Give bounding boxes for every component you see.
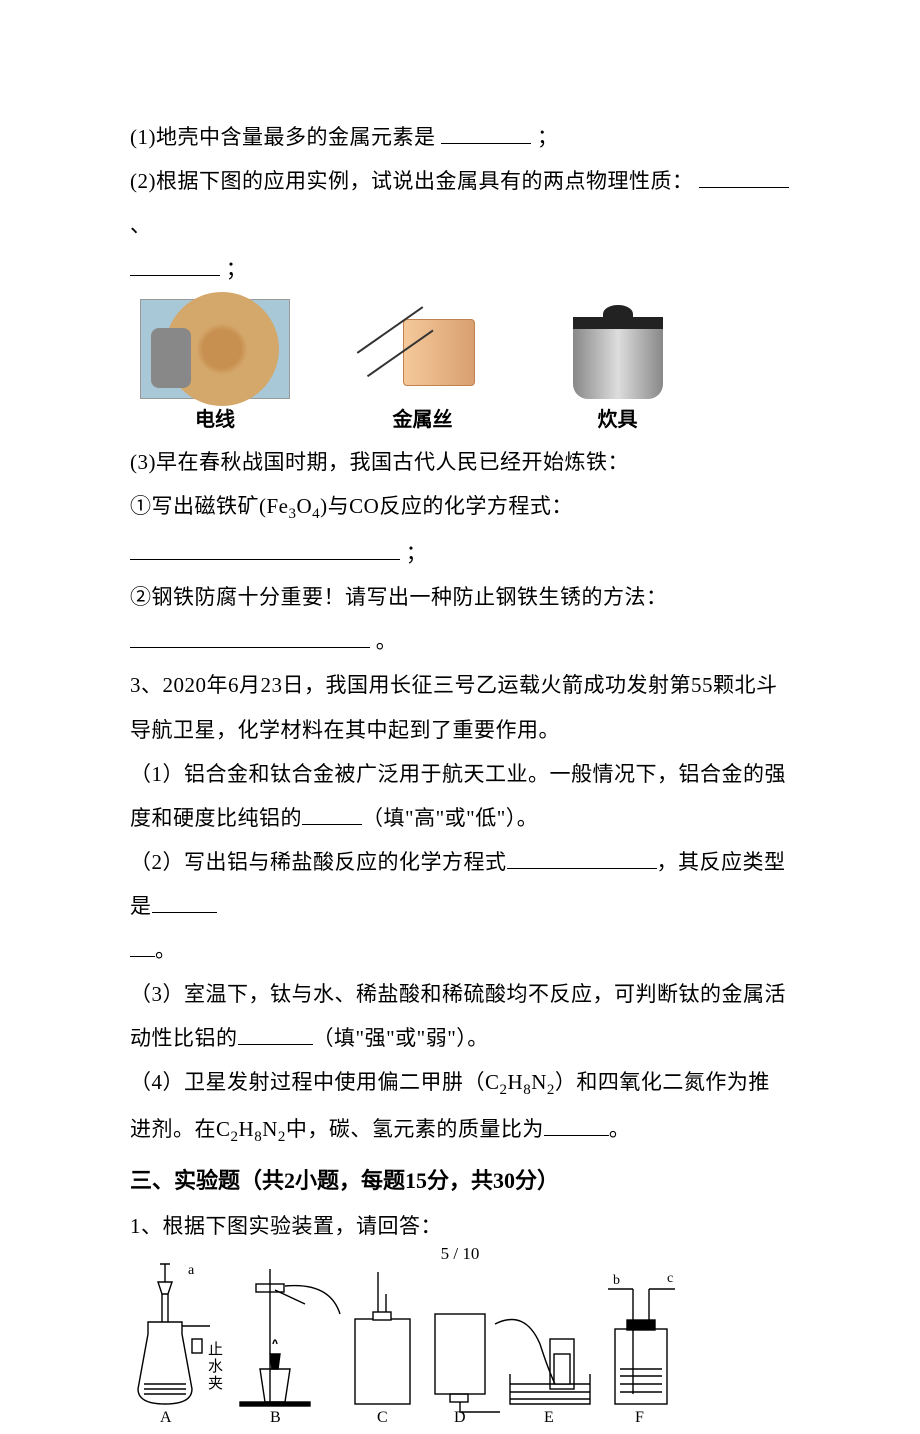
q3-intro: 3、2020年6月23日，我国用长征三号乙运载火箭成功发射第55颗北斗导航卫星，… [130, 663, 790, 751]
text: N [262, 1117, 278, 1141]
text: ①写出磁铁矿(Fe [130, 494, 289, 518]
text: O [297, 494, 313, 518]
text: ； [531, 125, 558, 149]
image-wire [140, 299, 290, 399]
text: 。 [155, 938, 177, 962]
q2-part2b: ； [130, 247, 790, 291]
image-row [130, 299, 790, 399]
apparatus-diagram: a 止 水 夹 A B C D E [130, 1254, 690, 1429]
q3-s2: （2）写出铝与稀盐酸反应的化学方程式，其反应类型是。 [130, 840, 790, 972]
sub: 8 [523, 1082, 531, 1098]
text: )与CO反应的化学方程式： [320, 494, 573, 518]
svg-text:b: b [613, 1273, 620, 1288]
text: （2）写出铝与稀盐酸反应的化学方程式 [130, 850, 507, 874]
text: H [239, 1117, 255, 1141]
caption-thread: 金属丝 [350, 403, 495, 432]
svg-text:c: c [667, 1271, 673, 1286]
svg-text:止: 止 [208, 1341, 223, 1358]
q3-s3: （3）室温下，钛与水、稀盐酸和稀硫酸均不反应，可判断钛的金属活动性比铝的（填"强… [130, 972, 790, 1060]
q2-part1: (1)地壳中含量最多的金属元素是 ； [130, 115, 790, 159]
text: 中，碳、氢元素的质量比为 [286, 1117, 544, 1141]
q2-part2: (2)根据下图的应用实例，试说出金属具有的两点物理性质： 、 [130, 159, 790, 247]
text: （4）卫星发射过程中使用偏二甲肼（C [130, 1070, 500, 1094]
sub: 2 [231, 1129, 239, 1145]
text: 、 [130, 213, 152, 237]
q2-part3-eq: ①写出磁铁矿(Fe3O4)与CO反应的化学方程式： ； [130, 484, 790, 575]
q2-part3-rust-blank: 。 [130, 619, 790, 663]
svg-text:夹: 夹 [208, 1375, 223, 1392]
sub: 2 [278, 1129, 286, 1145]
page-footer: 5 / 10 [0, 1244, 920, 1264]
q3-s4: （4）卫星发射过程中使用偏二甲肼（C2H8N2）和四氧化二氮作为推进剂。在C2H… [130, 1060, 790, 1153]
svg-text:D: D [454, 1409, 466, 1426]
text: （填"高"或"低"）。 [362, 806, 538, 830]
svg-text:E: E [544, 1409, 554, 1426]
image-metal-thread [350, 299, 495, 399]
blank [130, 627, 370, 648]
blank [152, 892, 217, 913]
svg-text:C: C [377, 1409, 388, 1426]
text: ； [220, 257, 247, 281]
section-3-heading: 三、实验题（共2小题，每题15分，共30分） [130, 1158, 790, 1204]
blank [238, 1024, 313, 1045]
text: (1)地壳中含量最多的金属元素是 [130, 125, 441, 149]
blank [130, 936, 155, 957]
svg-text:水: 水 [208, 1358, 223, 1375]
text: 。 [370, 629, 397, 653]
exp-q1: 1、根据下图实验装置，请回答： [130, 1204, 790, 1248]
blank [302, 804, 362, 825]
svg-text:A: A [160, 1409, 172, 1426]
q3-s1: （1）铝合金和钛合金被广泛用于航天工业。一般情况下，铝合金的强度和硬度比纯铝的（… [130, 752, 790, 840]
blank [441, 123, 531, 144]
caption-row: 电线 金属丝 炊具 [130, 403, 790, 432]
text: H [508, 1070, 524, 1094]
text: N [531, 1070, 547, 1094]
text: (2)根据下图的应用实例，试说出金属具有的两点物理性质： [130, 169, 699, 193]
blank [699, 167, 789, 188]
q2-part3-intro: (3)早在春秋战国时期，我国古代人民已经开始炼铁： [130, 440, 790, 484]
q2-part3-rust: ②钢铁防腐十分重要！请写出一种防止钢铁生锈的方法： [130, 575, 790, 619]
sub: 2 [500, 1082, 508, 1098]
blank [544, 1115, 609, 1136]
sub: 3 [289, 507, 297, 523]
sub: 4 [312, 507, 320, 523]
text: ； [400, 541, 427, 565]
sub: 2 [547, 1082, 555, 1098]
image-cooker [555, 299, 680, 399]
blank [130, 539, 400, 560]
svg-text:a: a [188, 1263, 195, 1278]
svg-text:F: F [635, 1409, 644, 1426]
text: 。 [609, 1117, 631, 1141]
sub: 8 [254, 1129, 262, 1145]
blank [130, 255, 220, 276]
text: （填"强"或"弱"）。 [313, 1026, 489, 1050]
caption-wire: 电线 [140, 403, 290, 432]
blank [507, 848, 657, 869]
caption-cooker: 炊具 [555, 403, 680, 432]
svg-text:B: B [270, 1409, 281, 1426]
